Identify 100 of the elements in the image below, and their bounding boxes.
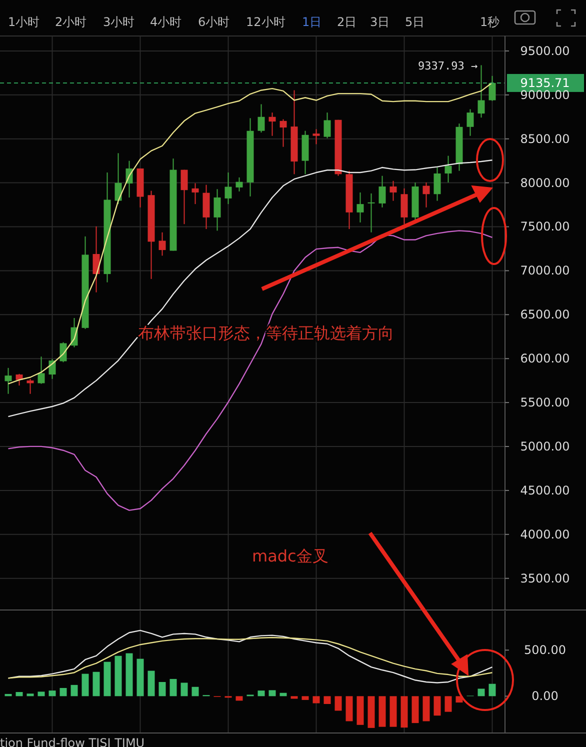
bar: [16, 692, 23, 696]
candlestick: [368, 192, 375, 233]
text: 4小时: [150, 15, 182, 29]
line-series: [8, 160, 493, 418]
annotation: 9337.93 →: [418, 60, 478, 72]
line-series: [8, 230, 493, 511]
y-tick-label: 6500.00: [520, 308, 570, 322]
candlestick: [114, 152, 122, 205]
candlestick: [268, 112, 276, 136]
bar: [48, 690, 56, 696]
y-tick-label: 5000.00: [520, 440, 570, 454]
candlestick: [390, 180, 397, 202]
candlestick: [324, 112, 331, 139]
bar: [478, 688, 485, 696]
y-tick-label: 4500.00: [520, 483, 570, 498]
bar: [378, 696, 386, 727]
annotation: madc金叉: [252, 546, 328, 566]
candlestick: [26, 378, 34, 394]
candlestick: [444, 155, 452, 183]
bar: [268, 690, 276, 696]
bar: [412, 696, 419, 724]
bar: [400, 696, 408, 728]
text: 1小时: [8, 15, 40, 29]
text: 3小时: [103, 15, 135, 29]
candlestick: [16, 373, 23, 386]
candlestick: [400, 188, 408, 225]
bar: [334, 696, 342, 711]
bar: [136, 658, 144, 696]
y-tick-label: 5500.00: [520, 396, 570, 410]
bar: [126, 653, 133, 696]
bar: [324, 696, 331, 704]
bar: [488, 684, 496, 696]
candlestick: [466, 108, 474, 136]
text: 2日: [337, 15, 357, 29]
bar: [302, 696, 309, 700]
bar: [114, 656, 122, 696]
candlestick: [214, 188, 221, 232]
bar: [170, 678, 177, 696]
y-tick-label: 9500.00: [520, 44, 570, 58]
bar: [434, 696, 441, 716]
text: 1秒: [480, 15, 500, 29]
bar: [236, 696, 243, 701]
candlestick: [38, 356, 45, 384]
text: 5日: [405, 15, 425, 29]
y-tick-label: 500.00: [524, 643, 566, 658]
candlestick: [312, 128, 320, 145]
bar: [158, 682, 166, 696]
bar: [456, 696, 463, 703]
bar: [92, 672, 100, 696]
text: 1日: [302, 15, 322, 29]
bar: [258, 690, 265, 696]
bar: [104, 662, 111, 696]
bar: [26, 694, 34, 696]
candlestick: [378, 175, 386, 208]
bar: [422, 696, 430, 722]
candlestick: [422, 182, 430, 208]
line-series: [8, 630, 493, 684]
bar: [390, 696, 397, 727]
y-tick-label: 7500.00: [520, 220, 570, 234]
y-tick-label: 7000.00: [520, 264, 570, 278]
bar: [70, 684, 78, 696]
candlestick: [434, 167, 441, 202]
candlestick: [478, 64, 485, 118]
bar: [444, 696, 452, 712]
bar: [346, 696, 353, 722]
y-tick-label: 4000.00: [520, 527, 570, 542]
text: 2小时: [55, 15, 87, 29]
y-tick-label: 8500.00: [520, 132, 570, 146]
y-tick-label: 6000.00: [520, 352, 570, 366]
candlestick: [356, 192, 364, 223]
candlestick: [258, 104, 265, 134]
candlestick: [4, 367, 12, 394]
candlestick: [180, 169, 188, 225]
candlestick: [236, 176, 243, 192]
text: 3日: [370, 15, 390, 29]
bar: [4, 694, 12, 696]
y-tick-label: 8000.00: [520, 176, 570, 190]
candlestick: [280, 118, 287, 148]
y-tick-label: 9000.00: [520, 88, 570, 102]
y-tick-label: 3500.00: [520, 571, 570, 586]
bar: [356, 696, 364, 725]
bar: [82, 674, 89, 696]
candlestick: [60, 342, 67, 363]
text: tion Fund-flow TISI TIMU: [0, 736, 145, 747]
bar: [38, 692, 45, 696]
bar: [192, 686, 199, 696]
candlestick: [224, 172, 232, 205]
bar: [290, 696, 298, 699]
y-tick-label: 0.00: [532, 689, 558, 704]
bar: [180, 682, 188, 696]
line-series: [8, 636, 493, 679]
ref-line-label: 9135.71: [520, 76, 570, 90]
bar: [280, 692, 287, 696]
bar: [312, 696, 320, 704]
bar: [148, 670, 155, 696]
candlestick: [158, 232, 166, 256]
text: 6小时: [198, 15, 230, 29]
candlestick: [92, 226, 100, 293]
candlestick: [192, 182, 199, 205]
text: 12小时: [246, 15, 286, 29]
